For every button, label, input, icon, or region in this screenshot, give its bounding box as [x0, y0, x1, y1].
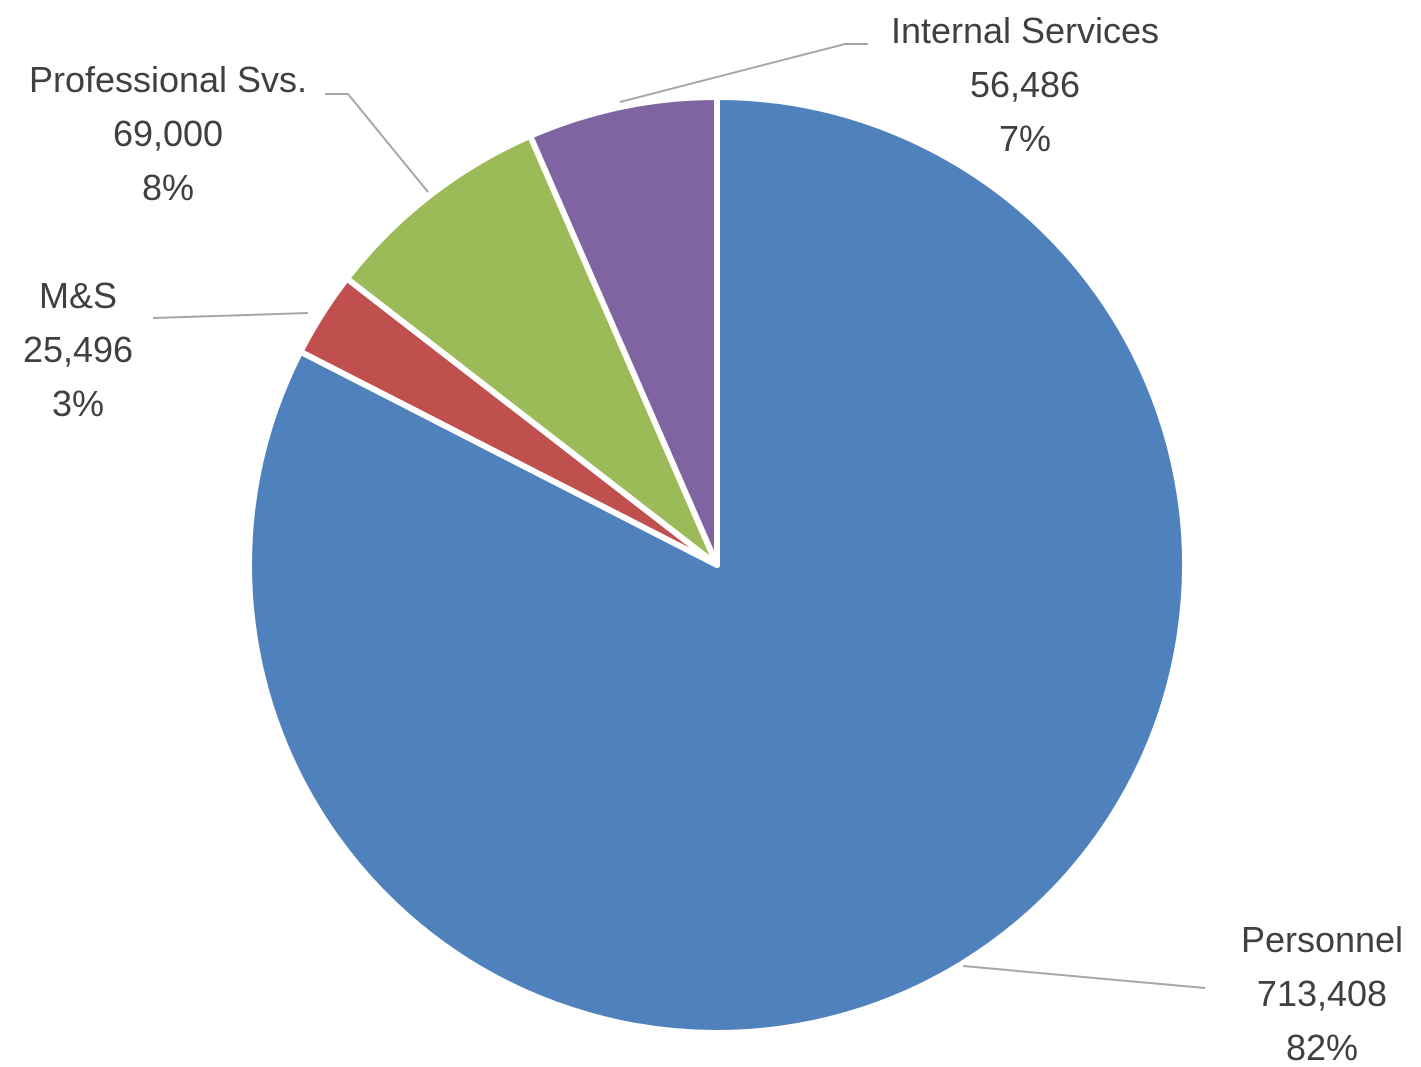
leader-line [962, 965, 1206, 989]
pie-slice-internal-services [527, 94, 720, 568]
data-label-percent: 82% [1286, 1027, 1358, 1067]
data-label-percent: 3% [52, 383, 104, 424]
data-label-category: Professional Svs. [29, 59, 307, 100]
data-label-category: M&S [39, 275, 117, 316]
leader-lines-layer [152, 43, 1206, 989]
leader-line [152, 312, 309, 319]
data-label-value: 25,496 [23, 329, 133, 370]
pie-slice-professional-svs [343, 132, 720, 568]
data-label-value: 713,408 [1257, 973, 1387, 1014]
slices-layer [246, 94, 1188, 1036]
data-label-value: 69,000 [113, 113, 223, 154]
data-labels-layer: Personnel 713,408 82% M&S 25,496 3% Profession… [23, 10, 1403, 1067]
data-label-category: Personnel [1241, 919, 1403, 960]
leader-line [619, 43, 868, 103]
data-label-percent: 7% [999, 118, 1051, 159]
data-label-value: 56,486 [970, 64, 1080, 105]
leader-line [325, 93, 429, 193]
data-label-category: Internal Services [891, 10, 1159, 51]
data-label-percent: 8% [142, 167, 194, 208]
